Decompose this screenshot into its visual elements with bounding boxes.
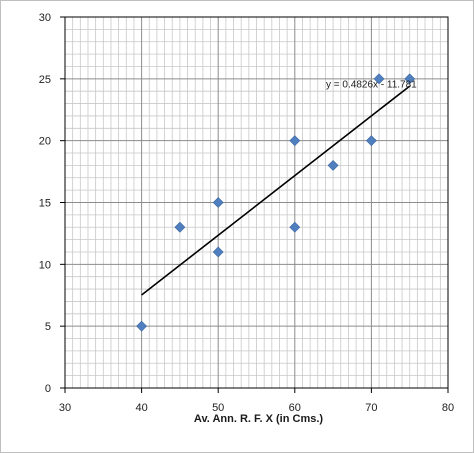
data-point [404,73,416,85]
y-axis-tick-labels: 0 5 10 15 20 25 30 [39,12,65,395]
y-tick-label: 25 [39,74,51,86]
x-tick-label: 50 [212,402,224,414]
y-tick-label: 5 [45,321,51,333]
x-axis-tick-labels: 30 40 50 60 70 80 [59,388,454,414]
x-tick-label: 70 [365,402,377,414]
y-tick-label: 0 [45,383,51,395]
x-tick-label: 40 [135,402,147,414]
x-tick-label: 30 [59,402,71,414]
data-point [174,221,186,233]
y-tick-label: 15 [39,198,51,210]
data-point [327,159,339,171]
x-axis-label: Av. Ann. R. F. X (in Cms.) [194,413,323,425]
y-tick-label: 30 [39,12,51,24]
data-point [289,221,301,233]
data-points [136,73,416,332]
x-tick-label: 60 [289,402,301,414]
trendline [141,85,411,296]
data-point [373,73,385,85]
data-point [212,246,224,258]
data-point [289,135,301,147]
trendline-equation: y = 0.4826x - 11.781 [326,79,417,90]
y-tick-label: 20 [39,136,51,148]
data-point [136,320,148,332]
data-point [365,135,377,147]
y-tick-label: 10 [39,259,51,271]
x-tick-label: 80 [442,402,454,414]
data-point [212,197,224,208]
